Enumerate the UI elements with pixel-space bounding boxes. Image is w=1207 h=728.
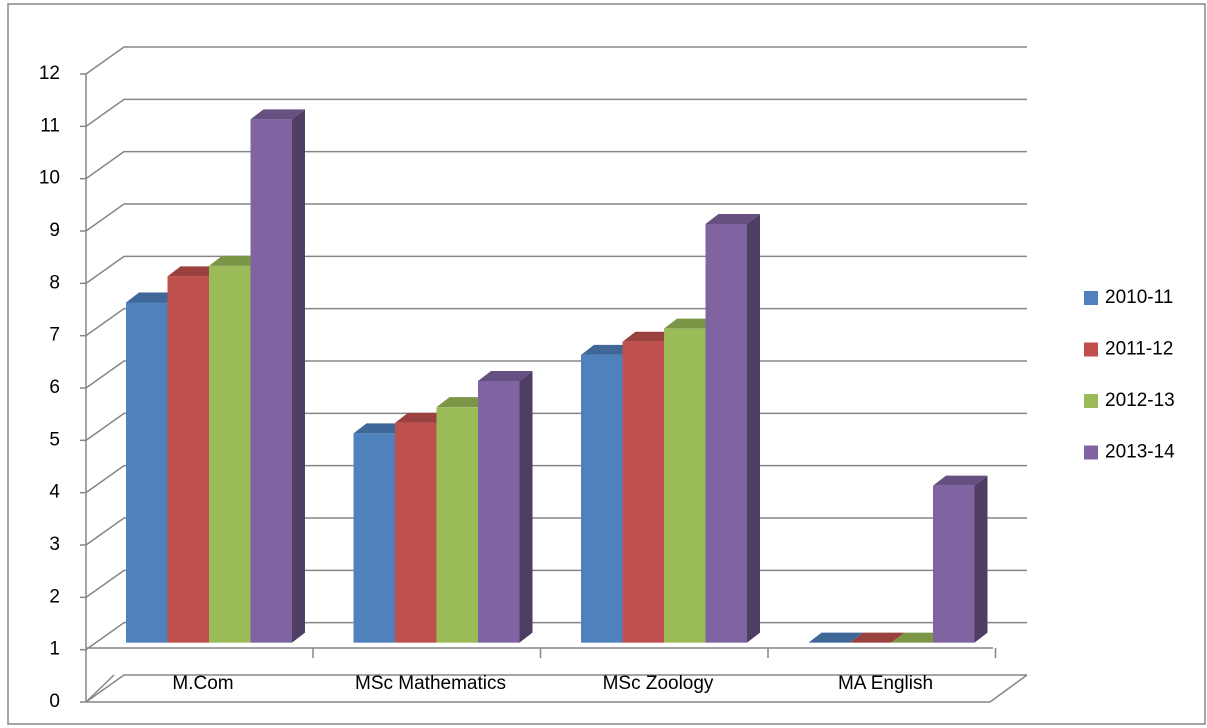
bar-front [209,265,251,643]
bar [705,214,760,643]
bar [808,632,863,643]
legend-swatch [1084,291,1098,305]
bar-front [581,354,623,643]
bar-front [250,119,292,643]
bar-top [664,318,719,329]
grid-line [85,203,1027,232]
bar-side [519,371,533,643]
y-tick-label: 8 [49,272,60,293]
bar-top [395,412,450,423]
y-tick-label: 12 [39,63,60,84]
x-tick-label: MSc Zoology [603,673,714,694]
bar-side [747,214,760,643]
y-tick-label: 3 [49,534,60,555]
bar-top [705,214,760,224]
bar-top [622,331,677,342]
bar-front [622,341,664,643]
x-tick-label: M.Com [172,673,233,694]
bar-top [250,109,305,120]
bar-front [167,276,209,643]
y-tick-label: 9 [49,220,60,241]
bar [933,475,988,643]
y-tick-label: 11 [40,115,60,136]
floor-edge [86,674,1028,703]
legend-swatch [1084,342,1098,357]
grid-line [85,98,1027,127]
bar-top [436,397,491,408]
bar-top [933,475,988,486]
legend-label: 2012-13 [1105,390,1175,411]
bar-top [850,632,905,643]
grid-line [85,46,1027,75]
bar-front [478,381,520,643]
y-tick-label: 7 [49,325,60,346]
bar-front [705,224,747,643]
grid-line [85,150,1027,180]
floor [85,74,1028,703]
bar-top [808,632,863,643]
bar-front [664,328,706,643]
bar-front [395,422,437,643]
bar-top [478,371,533,381]
y-tick-label: 6 [49,377,60,398]
y-tick-label: 1 [49,639,60,660]
bar-top [891,632,946,643]
legend-label: 2013-14 [1105,442,1175,463]
bar-top [126,292,181,303]
bar-top [353,423,408,434]
bar-front [436,407,478,643]
bar [250,109,305,643]
legend-swatch [1084,394,1098,408]
x-tick-label: MSc Mathematics [355,673,506,694]
bar [891,632,946,643]
bar [478,371,533,643]
bar-front [126,302,168,643]
bar-front [933,485,975,643]
y-tick-label: 0 [49,691,60,712]
legend-label: 2010-11 [1105,287,1173,308]
bar-top [209,255,264,266]
x-tick-label: MA English [838,673,933,694]
bar [850,632,905,643]
y-tick-label: 5 [49,429,60,450]
y-tick-label: 2 [49,586,60,607]
floor-edge [85,674,115,703]
bar-side [292,109,305,643]
bar-top [167,266,222,277]
grid-line [85,674,1027,703]
y-tick-label: 10 [39,168,60,189]
legend-swatch [1084,445,1098,460]
bar-front [353,433,395,643]
y-tick-label: 4 [49,482,60,503]
bar-side [974,475,988,643]
legend-label: 2011-12 [1105,339,1173,360]
bar-top [581,344,636,355]
